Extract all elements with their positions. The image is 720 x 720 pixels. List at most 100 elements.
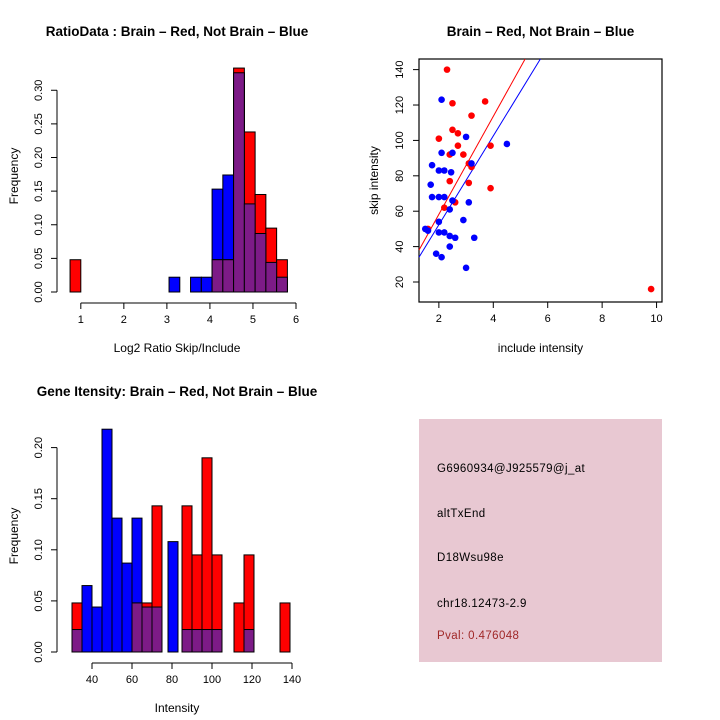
fit-line-not-brain-fit [418,58,541,258]
scatter-point [427,181,435,188]
scatter-point [451,234,459,242]
event-type-text: altTxEnd [437,508,486,520]
x-tick-label: 8 [599,313,605,325]
scatter-point [454,142,462,150]
scatter-point [438,96,445,104]
histogram-bar [141,606,153,653]
histogram-bar [279,602,291,653]
histogram-bar [181,629,193,653]
x-tick-label: 140 [283,674,301,686]
scatter-point [428,193,436,201]
histogram-bar [69,259,82,293]
histogram-bar [254,232,267,293]
scatter-point [432,250,440,257]
y-tick-label: 0.25 [33,113,45,134]
intensity-scatter-chart: Brain – Red, Not Brain – Blue include int… [367,24,663,355]
info-panel: G6960934@J925579@j_at altTxEnd D18Wsu98e… [360,360,720,720]
histogram-bar [167,541,179,653]
plot-title: RatioData : Brain – Red, Not Brain – Blu… [46,24,309,39]
scatter-point [447,168,455,176]
scatter-point [462,133,470,141]
scatter-point [487,184,494,192]
scatter-point [446,232,454,240]
scatter-point [435,229,443,236]
histogram-bar [201,457,213,653]
x-tick-label: 60 [126,674,138,686]
fit-line-brain-fit [418,58,526,251]
scatter-point [446,177,454,185]
histogram-bar [71,629,83,653]
scatter-point [435,193,443,201]
y-tick-label: 140 [394,60,406,78]
x-tick-label: 100 [203,674,221,686]
locus-text: chr18.12473-2.9 [437,598,527,610]
scatter-point [449,149,456,157]
y-tick-label: 80 [394,170,406,182]
x-axis [438,301,658,308]
histogram-bar [131,602,143,653]
y-tick-label: 0.20 [33,437,45,458]
x-tick-label: 120 [243,674,261,686]
x-tick-label: 80 [166,674,178,686]
histogram-bar [243,629,255,653]
histogram-bar [276,276,288,293]
histogram-bar [190,276,202,293]
histogram-bar [233,72,245,293]
x-tick-label: 2 [121,314,127,326]
scatter-point [449,126,456,134]
bars-overlap [71,602,255,653]
y-tick-label: 0.05 [33,248,45,269]
scatter-point [465,179,473,187]
scatter-point [454,130,462,137]
x-tick-label: 1 [78,314,84,326]
y-tick-label: 0.20 [33,147,45,168]
scatter-point [441,204,448,211]
x-axis [80,302,297,309]
x-tick-label: 4 [490,313,496,325]
scatter-point [647,285,655,293]
y-tick-label: 0.10 [33,214,45,235]
info-box: G6960934@J925579@j_at altTxEnd D18Wsu98e… [419,419,662,662]
y-axis-title: Frequency [7,508,21,565]
x-tick-label: 4 [207,314,213,326]
histogram-bar [243,203,256,293]
plot-title: Gene Itensity: Brain – Red, Not Brain – … [37,384,318,399]
y-axis-title: skip intensity [367,146,381,215]
histogram-bar [211,259,224,293]
probe-id-text: G6960934@J925579@j_at [437,463,586,475]
scatter-point [503,140,511,148]
scatter-point [435,167,443,174]
plot-box [418,58,663,303]
points-brain [424,66,655,293]
y-tick-label: 40 [394,240,406,252]
x-tick-label: 6 [293,314,299,326]
scatter-point [449,99,456,107]
y-axis [413,69,419,283]
scatter-point [449,197,456,204]
scatter-point [443,66,451,73]
histogram-bar [200,276,213,293]
y-tick-label: 20 [394,276,406,288]
histogram-bar [91,606,103,653]
x-tick-label: 2 [436,313,442,325]
scatter-point [438,149,445,157]
scatter-point [441,193,448,201]
ratio-histogram-panel: RatioData : Brain – Red, Not Brain – Blu… [0,0,360,360]
scatter-point [487,142,494,150]
bars-overlap [211,72,288,293]
x-tick-label: 6 [545,313,551,325]
histogram-bar [191,629,203,653]
histogram-bar [168,276,181,293]
ratio-histogram-chart: RatioData : Brain – Red, Not Brain – Blu… [7,24,309,355]
points-not-brain [421,96,511,272]
y-tick-label: 0.00 [33,281,45,302]
histogram-bar [222,259,235,293]
scatter-point [428,161,436,169]
histogram-bar [101,428,113,653]
x-axis-title: include intensity [498,341,583,355]
x-tick-label: 5 [250,314,256,326]
scatter-point [441,229,448,236]
histogram-bar [201,629,213,653]
pval-text: Pval: 0.476048 [437,630,520,642]
scatter-point [460,151,467,158]
